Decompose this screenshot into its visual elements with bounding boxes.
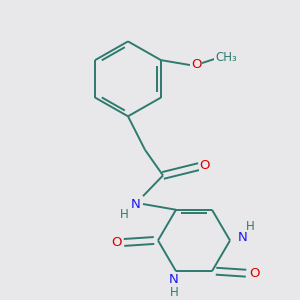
Text: N: N [238,231,248,244]
Text: O: O [249,267,259,280]
Text: H: H [169,286,178,299]
Text: O: O [111,236,121,249]
Text: CH₃: CH₃ [215,51,237,64]
Text: H: H [120,208,128,221]
Text: N: N [169,273,179,286]
Text: H: H [246,220,254,233]
Text: O: O [191,58,201,70]
Text: N: N [131,197,141,211]
Text: O: O [200,159,210,172]
